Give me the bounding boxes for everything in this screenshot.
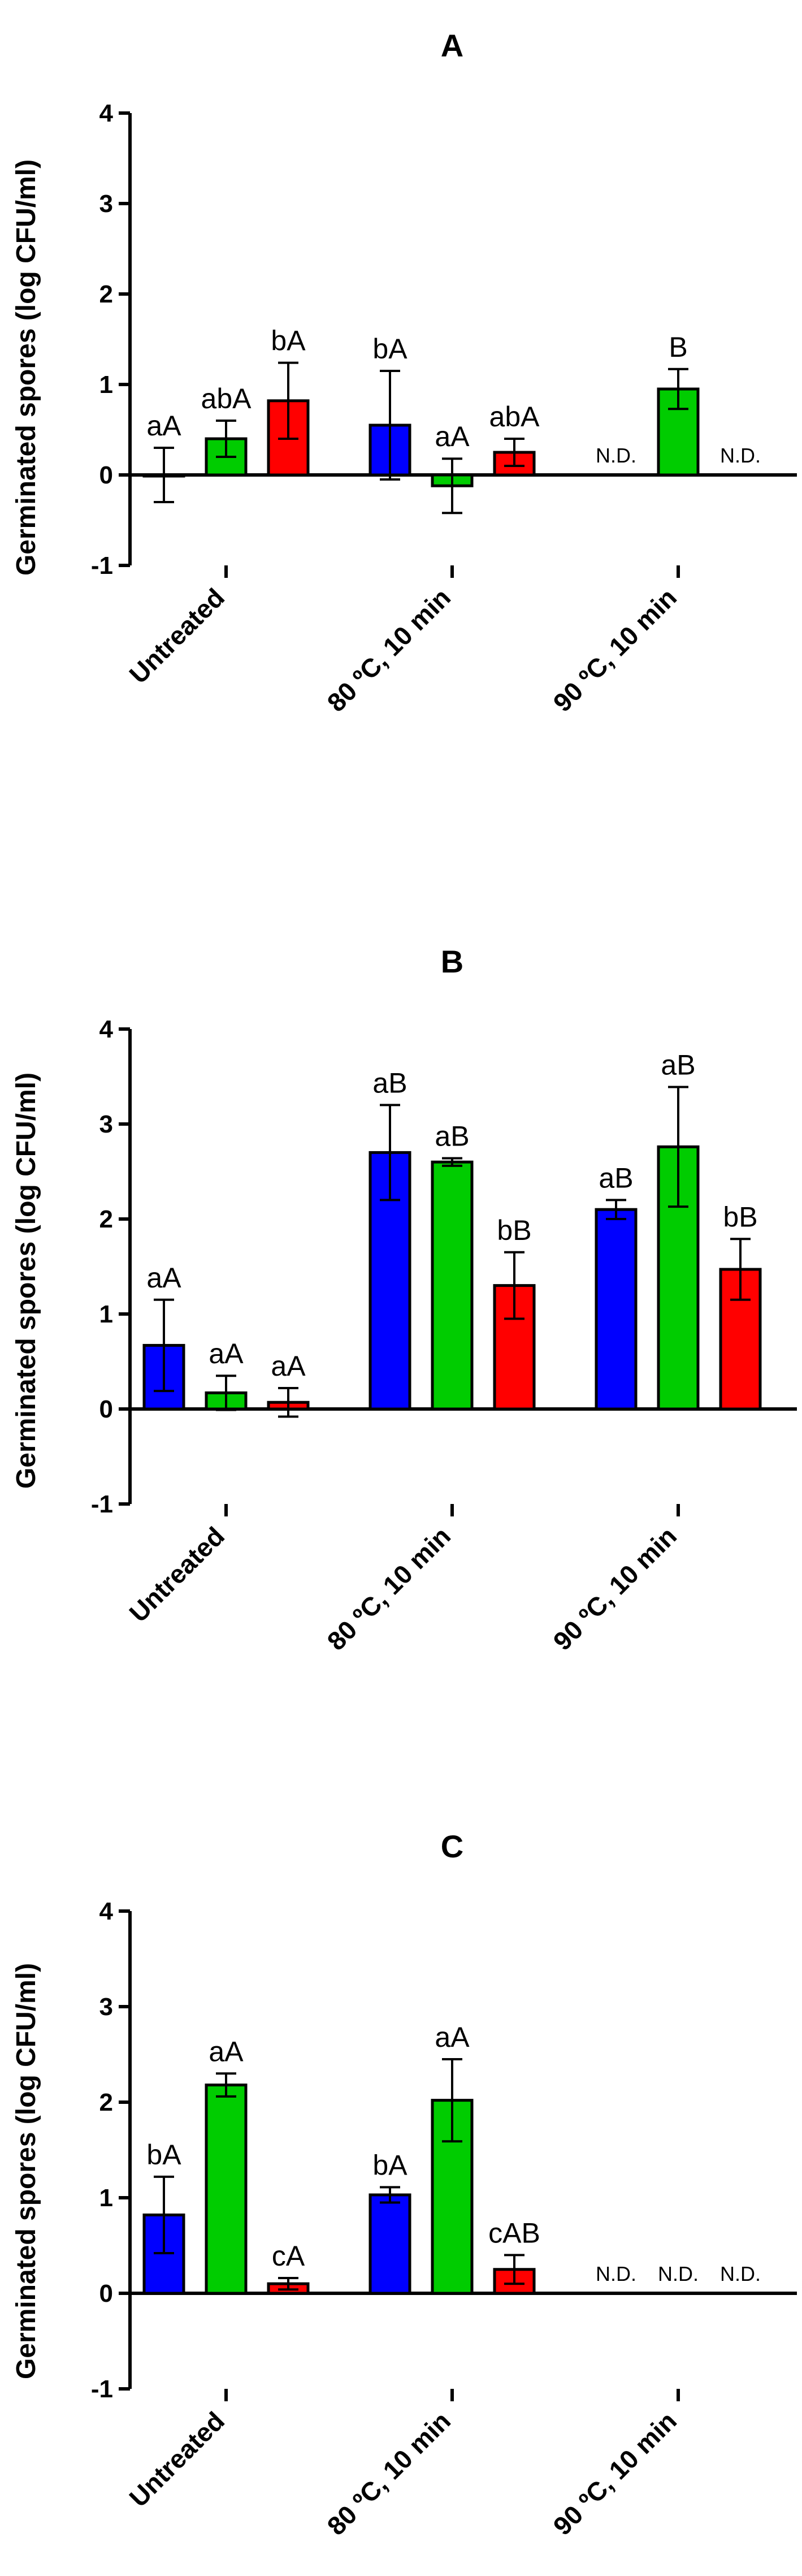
data-label: bA [146,2139,181,2171]
nd-label: N.D. [720,2262,761,2285]
bar [369,2193,411,2295]
y-tick-label: 4 [99,1898,114,1925]
chart-panel-a: A Germinated spores (log CFU/ml) -1 0 1 2 3 4… [11,28,797,718]
data-label: aA [271,1350,306,1382]
y-axis-label: Germinated spores (log CFU/ml) [11,159,41,576]
data-label: cA [272,2240,305,2272]
data-label: abA [489,401,540,433]
data-label: aA [146,1262,181,1294]
data-label: bA [372,333,407,365]
chart-title: A [441,28,463,63]
y-tick-label: -1 [91,2375,113,2403]
y-tick-label: 3 [99,1993,113,2021]
bar [431,2099,474,2295]
nd-label: N.D. [720,444,761,467]
y-tick-label: 4 [99,1015,114,1043]
y-tick-label: 1 [99,1300,113,1328]
nd-label: N.D. [596,444,636,467]
y-tick-label: -1 [91,1490,113,1518]
nd-label: N.D. [658,2262,699,2285]
data-label: aB [599,1162,633,1194]
chart-panel-c: C Germinated spores (log CFU/ml) -1 0 1 2 3 4… [11,1829,797,2541]
y-tick-label: 2 [99,2089,113,2116]
x-category-label: Untreated [123,582,230,689]
x-category-label: 90 ºC, 10 min [548,2406,682,2540]
y-tick-label: 3 [99,1110,113,1138]
data-label: bA [372,2149,407,2181]
data-label: aA [209,2035,244,2067]
bar [431,1160,474,1411]
data-label: aB [372,1067,407,1099]
bar [205,2084,248,2295]
data-label: B [669,331,687,363]
y-tick-label: 0 [99,461,113,489]
y-axis-label: Germinated spores (log CFU/ml) [11,1963,41,2379]
data-label: aA [435,421,470,452]
x-category-label: 80 ºC, 10 min [322,1521,456,1656]
data-label: aB [435,1120,469,1152]
y-tick-label: 0 [99,1395,113,1423]
x-category-label: 90 ºC, 10 min [548,1521,682,1656]
y-tick-label: 3 [99,190,113,218]
data-label: aA [435,2021,470,2053]
y-tick-label: 2 [99,280,113,308]
data-label: aA [146,410,181,442]
data-label: bB [723,1201,757,1233]
y-tick-label: 4 [99,100,114,127]
data-label: aB [661,1049,695,1080]
y-tick-label: 1 [99,2184,113,2212]
chart-title: C [441,1829,463,1864]
y-tick-label: -1 [91,552,113,580]
chart-title: B [441,944,463,979]
x-category-label: Untreated [123,2406,230,2513]
y-tick-label: 2 [99,1205,113,1233]
chart-panel-b: B Germinated spores (log CFU/ml) -1 0 1 2 3 4… [11,944,797,1656]
data-label: abA [201,383,252,414]
data-label: cAB [488,2217,540,2249]
nd-label: N.D. [596,2262,636,2285]
x-category-label: 80 ºC, 10 min [322,582,456,717]
data-label: bB [497,1214,531,1246]
y-tick-label: 1 [99,371,113,399]
y-tick-label: 0 [99,2280,113,2307]
y-axis-label: Germinated spores (log CFU/ml) [11,1073,41,1489]
bar [595,1208,638,1411]
data-label: aA [209,1338,244,1369]
x-category-label: 90 ºC, 10 min [548,582,682,717]
x-category-label: 80 ºC, 10 min [322,2406,456,2540]
x-category-label: Untreated [123,1521,230,1628]
data-label: bA [271,325,306,357]
